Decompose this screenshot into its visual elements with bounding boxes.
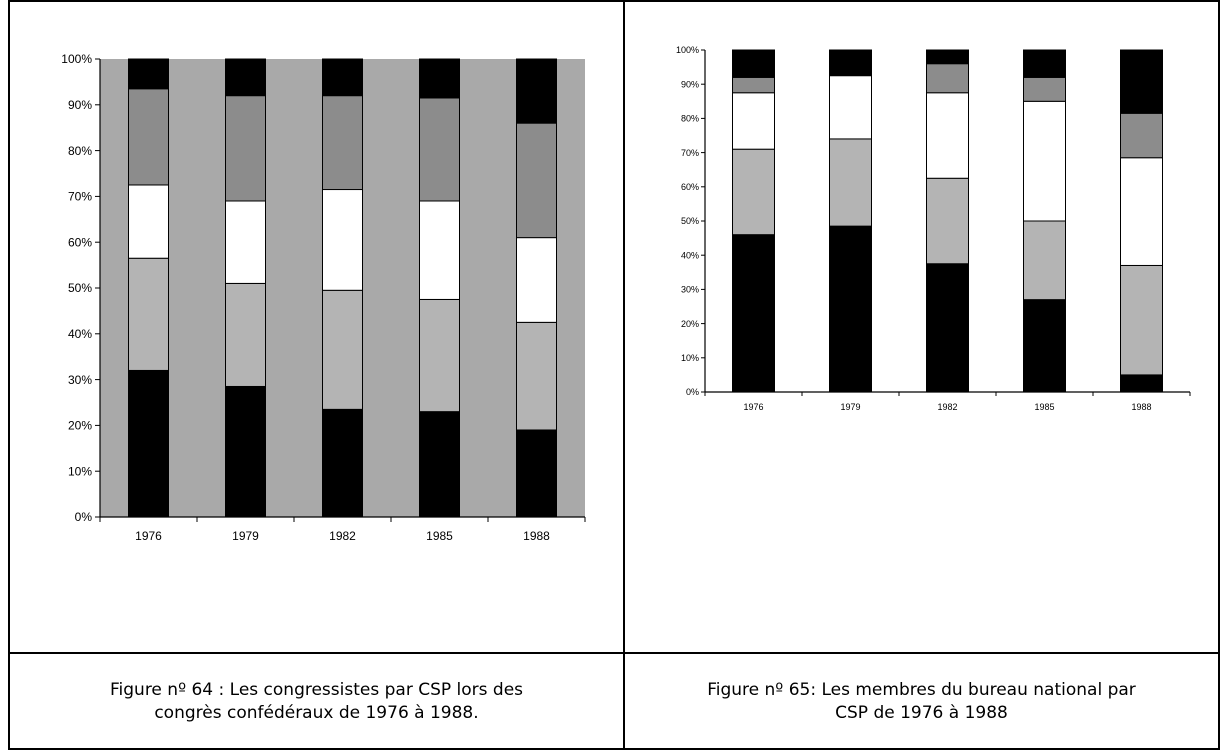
x-tick-label-1985: 1985 [1034, 402, 1054, 412]
y-tick-label: 30% [68, 373, 92, 387]
y-tick-label: 80% [681, 114, 699, 124]
bar-segment-1982-s4 [926, 63, 969, 94]
bar-segment-1985-s3 [1023, 100, 1066, 222]
bar-segment-1982-s3 [322, 189, 363, 291]
y-tick-label: 0% [686, 387, 699, 397]
y-tick-label: 80% [68, 144, 92, 158]
bar-segment-1982-s5 [322, 58, 363, 97]
x-tick-label-1988: 1988 [523, 529, 550, 543]
bar-segment-1988-s5 [1120, 49, 1163, 114]
bar-segment-1988-s1 [1120, 374, 1163, 393]
y-tick-label: 100% [676, 45, 699, 55]
x-tick-label-1976: 1976 [135, 529, 162, 543]
bar-segment-1988-s3 [516, 237, 557, 323]
y-tick-label: 40% [681, 250, 699, 260]
y-tick-label: 90% [68, 98, 92, 112]
page-frame [8, 0, 1220, 750]
x-tick-label-1979: 1979 [232, 529, 259, 543]
bar-segment-1979-s1 [829, 225, 872, 393]
bar-segment-1982-s5 [926, 49, 969, 65]
x-tick-label-1979: 1979 [840, 402, 860, 412]
bar-segment-1985-s4 [1023, 76, 1066, 102]
bar-segment-1988-s4 [1120, 112, 1163, 159]
bar-segment-1985-s4 [419, 97, 460, 202]
caption-fig64-line1: Figure nº 64 : Les congressistes par CSP… [109, 680, 524, 700]
y-tick-label: 70% [68, 190, 92, 204]
bar-segment-1982-s3 [926, 92, 969, 179]
caption-divider [8, 652, 1220, 654]
bar-segment-1988-s5 [516, 58, 557, 124]
y-tick-label: 30% [681, 285, 699, 295]
bar-segment-1988-s4 [516, 122, 557, 239]
caption-fig65-line2: CSP de 1976 à 1988 [835, 703, 1008, 723]
bar-segment-1988-s3 [1120, 157, 1163, 266]
bar-segment-1976-s2 [128, 257, 169, 371]
x-tick-label-1985: 1985 [426, 529, 453, 543]
bar-segment-1976-s5 [128, 58, 169, 90]
y-tick-label: 50% [68, 281, 92, 295]
bar-segment-1979-s5 [225, 58, 266, 97]
bar-segment-1976-s1 [128, 369, 169, 518]
bar-segment-1982-s2 [926, 177, 969, 265]
bar-segment-1979-s4 [225, 95, 266, 202]
bar-segment-1976-s4 [732, 76, 775, 94]
bar-segment-1982-s4 [322, 95, 363, 191]
bar-segment-1985-s1 [419, 411, 460, 518]
bar-segment-1985-s5 [1023, 49, 1066, 78]
y-tick-label: 10% [681, 353, 699, 363]
x-tick-label-1982: 1982 [329, 529, 356, 543]
caption-fig64-line2: congrès confédéraux de 1976 à 1988. [154, 703, 479, 723]
bar-segment-1976-s3 [128, 184, 169, 259]
bar-segment-1988-s1 [516, 429, 557, 518]
bar-segment-1979-s2 [225, 282, 266, 387]
bar-segment-1976-s4 [128, 88, 169, 186]
y-tick-label: 10% [68, 464, 92, 478]
y-tick-label: 100% [61, 52, 92, 66]
bar-segment-1985-s2 [1023, 220, 1066, 301]
x-tick-label-1988: 1988 [1131, 402, 1151, 412]
y-tick-label: 60% [681, 182, 699, 192]
caption-fig64: Figure nº 64 : Les congressistes par CSP… [10, 654, 623, 750]
bar-segment-1976-s2 [732, 148, 775, 236]
bar-segment-1976-s3 [732, 92, 775, 150]
bar-segment-1988-s2 [1120, 264, 1163, 376]
bar-segment-1988-s2 [516, 321, 557, 431]
chart-fig65: 0% 10% 20% 30% 40% 50% 60% 70% 80% 90% 100% 1976 197… [676, 45, 1191, 412]
caption-fig65-line1: Figure nº 65: Les membres du bureau nati… [707, 680, 1136, 700]
x-tick-label-1976: 1976 [743, 402, 763, 412]
bar-segment-1979-s2 [829, 138, 872, 227]
y-tick-label: 50% [681, 216, 699, 226]
bar-segment-1985-s1 [1023, 299, 1066, 393]
chart-fig64: 0% 10% 20% 30% 40% 50% 60% 70% 80% 90% 100% 1976 197… [61, 52, 586, 543]
bar-segment-1979-s3 [225, 200, 266, 284]
bar-segment-1982-s1 [926, 263, 969, 393]
y-tick-label: 40% [68, 327, 92, 341]
bar-segment-1979-s1 [225, 385, 266, 518]
y-tick-label: 0% [75, 510, 93, 524]
bar-segment-1985-s2 [419, 298, 460, 413]
bar-segment-1976-s1 [732, 234, 775, 393]
bar-segment-1982-s1 [322, 408, 363, 518]
y-tick-label: 90% [681, 79, 699, 89]
y-tick-label: 20% [681, 319, 699, 329]
bar-segment-1985-s5 [419, 58, 460, 99]
y-tick-label: 20% [68, 419, 92, 433]
bar-segment-1979-s3 [829, 75, 872, 140]
bar-segment-1982-s2 [322, 289, 363, 410]
column-divider [623, 0, 625, 750]
bar-segment-1976-s5 [732, 49, 775, 78]
y-tick-label: 70% [681, 148, 699, 158]
bar-segment-1979-s5 [829, 49, 872, 77]
bar-segment-1985-s3 [419, 200, 460, 300]
x-tick-label-1982: 1982 [937, 402, 957, 412]
y-tick-label: 60% [68, 235, 92, 249]
caption-fig65: Figure nº 65: Les membres du bureau nati… [625, 654, 1218, 750]
